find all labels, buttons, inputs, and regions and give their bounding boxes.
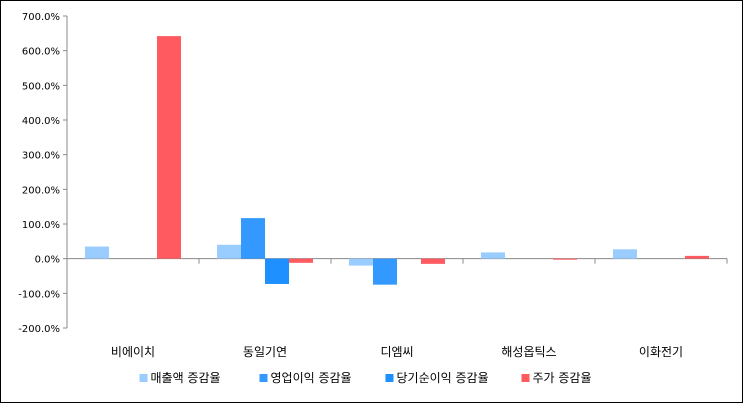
y-tick-label: 700.0% [22, 12, 60, 23]
legend-label: 매출액 증감율 [151, 371, 221, 385]
bar-2-1 [373, 258, 397, 285]
y-tick-label: 500.0% [22, 81, 60, 92]
bar-1-0 [217, 244, 241, 259]
x-tick-label: 이화전기 [639, 345, 683, 359]
legend-swatch [521, 374, 530, 382]
legend-swatch [139, 374, 148, 382]
bars [85, 36, 709, 285]
y-tick-label: -200.0% [18, 324, 60, 335]
x-tick-label: 동일기연 [243, 345, 287, 359]
y-tick-label: 600.0% [22, 47, 60, 58]
bar-1-1 [241, 218, 265, 259]
legend: 매출액 증감율 영업이익 증감율 당기순이익 증감율 주가 증감율 [139, 371, 592, 385]
bar-2-0 [349, 258, 373, 266]
y-tick-label: 300.0% [22, 151, 60, 162]
bar-4-3 [685, 255, 709, 259]
tick-labels: -200.0% -100.0% 0.0% 100.0% 200.0% 300.0% 400.… [18, 12, 683, 359]
legend-label: 주가 증감율 [533, 371, 592, 385]
bar-1-2 [265, 258, 289, 284]
legend-swatch [385, 374, 394, 382]
bar-0-0 [85, 246, 109, 259]
bar-0-3 [157, 36, 181, 259]
y-tick-label: 200.0% [22, 185, 60, 196]
legend-label: 당기순이익 증감율 [397, 371, 489, 385]
x-tick-label: 디엠씨 [380, 345, 413, 359]
y-tick-label: 0.0% [35, 255, 60, 266]
bar-3-0 [481, 252, 505, 259]
x-tick-label: 비에이치 [111, 345, 155, 359]
bar-3-3 [553, 258, 577, 260]
y-tick-label: 400.0% [22, 116, 60, 127]
legend-label: 영업이익 증감율 [271, 371, 352, 385]
legend-swatch [259, 374, 268, 382]
bar-1-3 [289, 258, 313, 263]
bar-2-3 [421, 258, 445, 264]
bar-4-0 [613, 249, 637, 259]
x-tick-label: 해성옵틱스 [501, 345, 556, 359]
y-tick-label: -100.0% [18, 289, 60, 300]
y-tick-label: 100.0% [22, 220, 60, 231]
